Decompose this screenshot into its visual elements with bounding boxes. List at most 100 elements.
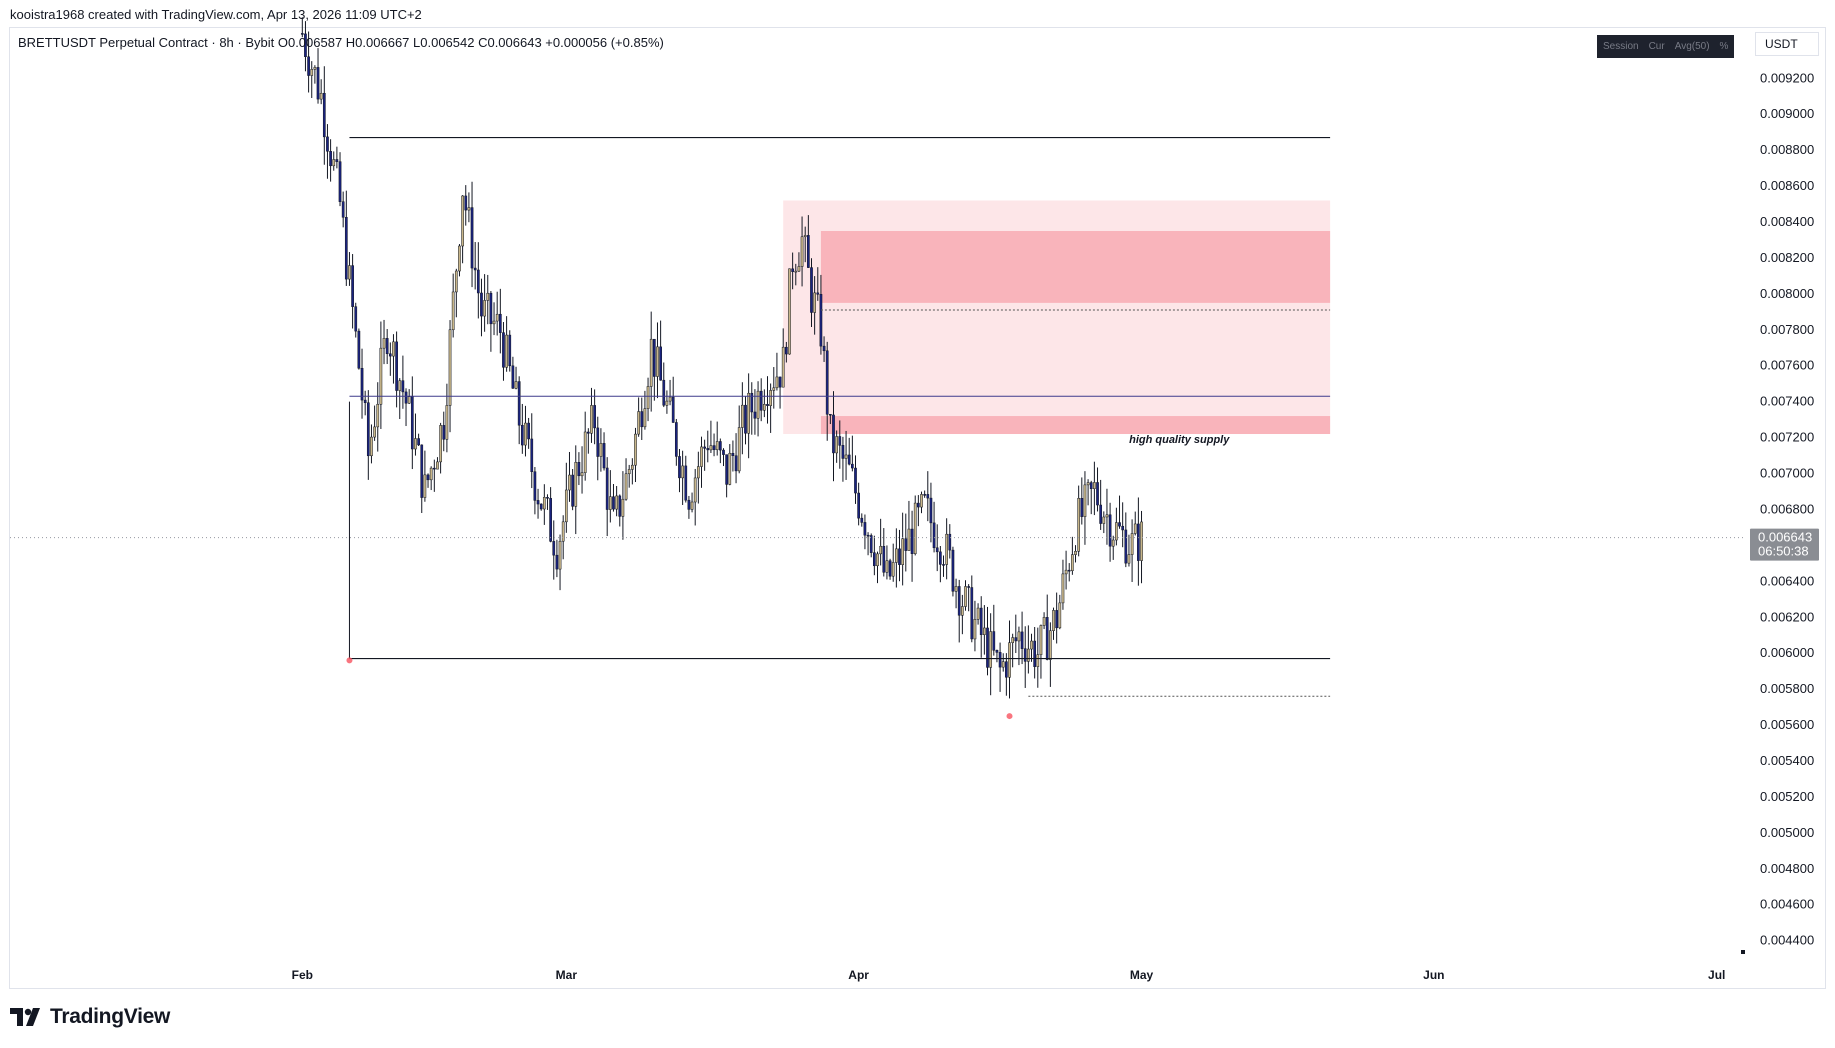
candle-body [860, 517, 864, 523]
candle-body [344, 217, 348, 280]
candle-body [904, 538, 908, 551]
chart-toolbar[interactable]: Session Cur Avg(50) % [1597, 35, 1735, 58]
candle-body [706, 448, 710, 451]
candle-body [923, 494, 926, 496]
candle-body [882, 545, 886, 573]
price-tick-label: 0.008200 [1760, 250, 1814, 265]
time-tick-label: May [1130, 968, 1154, 982]
candle-body [420, 444, 424, 498]
candle-body [838, 436, 842, 446]
candle-body [703, 446, 706, 449]
candle-body [1130, 533, 1134, 555]
toolbar-cur[interactable]: Cur [1648, 41, 1665, 52]
currency-unit-button[interactable]: USDT [1755, 32, 1819, 56]
candle-body [678, 456, 681, 479]
candle-body [439, 425, 442, 463]
candle-body [388, 353, 392, 357]
candle-body [725, 454, 728, 485]
candle-body [753, 411, 757, 419]
price-tick-label: 0.008000 [1760, 286, 1814, 301]
candle-body [932, 522, 936, 549]
candle-body [370, 436, 373, 457]
candle-body [681, 465, 684, 479]
candle-body [772, 387, 776, 391]
candle-body [847, 454, 851, 465]
price-tick-label: 0.005000 [1760, 825, 1814, 840]
zone-label: high quality supply [1129, 434, 1230, 446]
candle-body [458, 245, 461, 272]
candle-body [634, 433, 637, 466]
candle-body [807, 235, 810, 268]
candle-body [612, 496, 615, 510]
price-tick-label: 0.005600 [1760, 717, 1814, 732]
candle-body [913, 502, 917, 554]
price-tick-label: 0.007800 [1760, 322, 1814, 337]
toolbar-percent[interactable]: % [1719, 41, 1729, 52]
candle-body [942, 564, 945, 566]
toolbar-session[interactable]: Session [1603, 41, 1639, 52]
candle-body [310, 69, 314, 76]
candle-body [1020, 631, 1024, 649]
candle-body [989, 631, 993, 668]
candle-body [690, 501, 694, 510]
candle-body [662, 379, 666, 406]
candle-body [486, 292, 490, 301]
candle-body [366, 402, 370, 457]
candle-body [454, 270, 458, 293]
toolbar-avg[interactable]: Avg(50) [1674, 41, 1710, 52]
candle-body [445, 405, 449, 440]
candle-body [791, 268, 794, 272]
candle-body [442, 425, 446, 440]
candle-body [423, 474, 427, 498]
candle-body [335, 159, 339, 162]
candle-body [392, 341, 395, 357]
candle-body [734, 455, 738, 472]
candle-body [599, 443, 603, 457]
candle-body [316, 67, 320, 100]
candle-body [558, 540, 562, 570]
candle-body [385, 338, 389, 355]
candle-body [564, 489, 568, 523]
price-tick-label: 0.005800 [1760, 681, 1814, 696]
candle-body [1096, 482, 1099, 506]
candle-body [797, 266, 801, 272]
candle-body [414, 438, 417, 450]
candle-body [668, 396, 672, 402]
candle-body [800, 236, 804, 267]
candle-body [948, 533, 952, 551]
candle-body [728, 452, 732, 485]
candle-body [508, 334, 512, 367]
candle-body [602, 443, 606, 469]
candle-body [1102, 516, 1106, 524]
candle-body [954, 586, 958, 592]
candle-body [1058, 602, 1062, 629]
candle-body [1077, 498, 1081, 552]
candle-body [731, 452, 735, 456]
candle-body [939, 551, 942, 565]
candle-body [621, 498, 625, 517]
candle-body [891, 562, 895, 577]
supply-zone-core [820, 231, 1331, 303]
candle-body [1067, 569, 1071, 572]
time-tick-label: Feb [292, 968, 313, 982]
candle-body [605, 467, 609, 510]
swing-low-marker [346, 657, 353, 664]
candle-body [1140, 521, 1143, 561]
price-tick-label: 0.007000 [1760, 466, 1814, 481]
candle-body [304, 33, 307, 57]
candle-body [624, 473, 628, 500]
price-tick-label: 0.005400 [1760, 753, 1814, 768]
candle-body [926, 494, 930, 499]
candle-body [781, 346, 785, 388]
candle-body [514, 381, 518, 389]
candle-body [1049, 630, 1052, 660]
candle-body [888, 560, 892, 577]
candle-body [762, 404, 766, 411]
candle-body [844, 454, 848, 459]
candle-body [640, 411, 644, 428]
candle-body [851, 463, 854, 469]
current-price-value: 0.006643 [1758, 530, 1812, 545]
time-tick-label: Mar [556, 968, 578, 982]
candle-body [536, 500, 540, 505]
